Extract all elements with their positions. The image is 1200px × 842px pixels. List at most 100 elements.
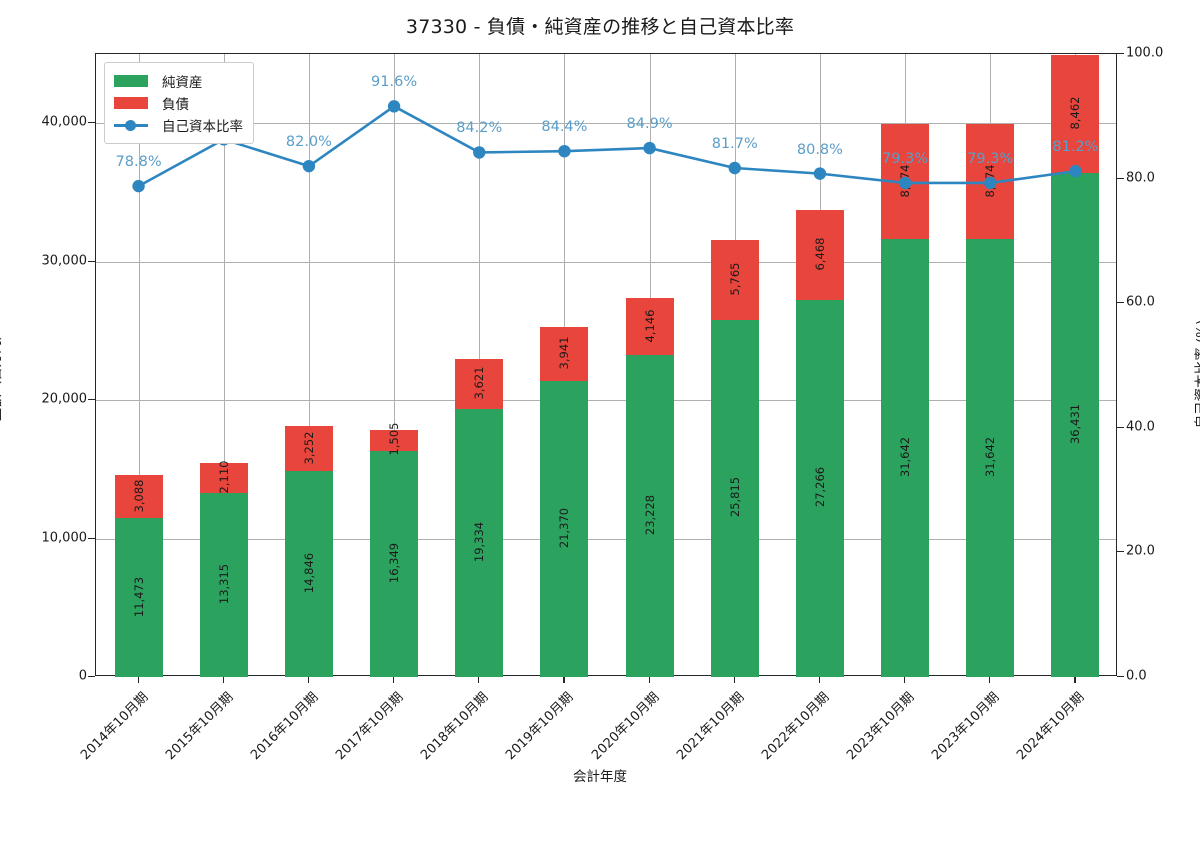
y-tick-label-left: 30,000 <box>41 253 88 269</box>
ratio-value-label: 84.9% <box>626 116 673 133</box>
legend-item-2[interactable]: 自己資本比率 <box>114 114 243 136</box>
x-tick-mark <box>1074 676 1076 683</box>
bar-value-label-equity: 25,815 <box>727 477 742 518</box>
ratio-value-label: 79.3% <box>882 150 929 167</box>
gridline-horizontal <box>96 261 1116 263</box>
y-tick-mark-left <box>88 399 95 401</box>
x-tick-mark <box>989 676 991 683</box>
legend-swatch-icon <box>114 97 148 109</box>
gridline-vertical <box>394 54 396 675</box>
x-tick-mark <box>648 676 650 683</box>
y-tick-mark-right <box>1117 426 1124 428</box>
x-tick-mark <box>137 676 139 683</box>
y-tick-label-right: 60.0 <box>1126 294 1155 310</box>
legend-label: 負債 <box>162 97 189 113</box>
bar-segment-equity[interactable] <box>284 471 333 677</box>
y-tick-mark-left <box>88 122 95 124</box>
gridline-vertical <box>138 54 140 675</box>
y-axis-label-left: 金額（百万円） <box>0 326 4 422</box>
bar-value-label-equity: 31,642 <box>983 436 998 478</box>
bar-segment-equity[interactable] <box>455 409 504 677</box>
bar-value-label-equity: 14,846 <box>301 553 316 594</box>
x-tick-mark <box>307 676 309 683</box>
bar-segment-equity[interactable] <box>199 492 248 677</box>
y-tick-label-right: 100.0 <box>1126 45 1164 61</box>
x-tick-mark <box>733 676 735 683</box>
bar-segment-liability[interactable] <box>795 209 844 300</box>
bar-value-label-liability: 3,252 <box>301 431 316 465</box>
gridline-vertical <box>308 54 310 675</box>
plot-area: 11,473 3,088 13,315 2,110 14,846 3,252 16,349 1… <box>95 53 1117 677</box>
legend-line-marker-icon <box>114 118 148 132</box>
x-tick-mark <box>818 676 820 683</box>
gridline-vertical <box>223 54 225 675</box>
bar-value-label-equity: 16,349 <box>387 542 402 583</box>
chart-figure: 37330 - 負債・純資産の推移と自己資本比率 金額（百万円） 自己資本比率 … <box>0 16 1200 785</box>
bar-value-label-liability: 5,765 <box>727 262 742 296</box>
bar-segment-liability[interactable] <box>370 429 419 451</box>
bar-value-label-liability: 8,274 <box>983 164 998 198</box>
bar-segment-equity[interactable] <box>540 381 589 677</box>
bar-segment-liability[interactable] <box>284 426 333 472</box>
y-tick-mark-right <box>1117 676 1124 678</box>
bar-segment-liability[interactable] <box>199 463 248 493</box>
bar-value-label-equity: 19,334 <box>472 522 487 563</box>
ratio-value-label: 79.3% <box>967 150 1014 167</box>
x-tick-mark <box>904 676 906 683</box>
bar-segment-liability[interactable] <box>625 298 674 356</box>
bar-segment-equity[interactable] <box>625 355 674 677</box>
bar-segment-equity[interactable] <box>881 238 930 677</box>
bar-segment-equity[interactable] <box>1051 172 1100 677</box>
ratio-value-label: 78.8% <box>115 154 162 171</box>
bar-value-label-liability: 3,621 <box>472 366 487 400</box>
x-tick-mark <box>393 676 395 683</box>
x-tick-mark <box>563 676 565 683</box>
legend-swatch-icon <box>114 75 148 87</box>
ratio-value-label: 91.6% <box>371 74 418 91</box>
legend-item-1[interactable]: 負債 <box>114 92 243 114</box>
legend-item-0[interactable]: 純資産 <box>114 70 243 92</box>
bar-value-label-equity: 13,315 <box>216 563 231 604</box>
y-tick-mark-right <box>1117 551 1124 553</box>
bar-value-label-liability: 8,274 <box>898 164 913 198</box>
y-tick-label-left: 40,000 <box>41 114 88 130</box>
ratio-value-label: 81.2% <box>1052 139 1099 156</box>
y-tick-label-right: 20.0 <box>1126 543 1155 559</box>
gridline-horizontal <box>96 400 1116 402</box>
bar-segment-liability[interactable] <box>114 475 163 519</box>
bar-value-label-liability: 3,088 <box>131 479 146 513</box>
ratio-value-label: 84.4% <box>541 119 588 136</box>
y-tick-mark-right <box>1117 177 1124 179</box>
x-tick-mark <box>478 676 480 683</box>
y-tick-label-left: 20,000 <box>41 391 88 407</box>
ratio-value-label: 82.0% <box>285 134 332 151</box>
bar-value-label-equity: 23,228 <box>642 495 657 536</box>
bar-segment-equity[interactable] <box>370 450 419 677</box>
bar-value-label-equity: 27,266 <box>812 467 827 508</box>
bar-segment-equity[interactable] <box>795 299 844 677</box>
chart-legend: 純資産負債 自己資本比率 <box>104 62 254 144</box>
y-tick-label-left: 0 <box>78 668 87 684</box>
bar-segment-equity[interactable] <box>966 238 1015 677</box>
bar-segment-equity[interactable] <box>114 518 163 677</box>
ratio-polyline <box>137 105 1077 188</box>
bar-segment-liability[interactable] <box>455 359 504 410</box>
bar-segment-liability[interactable] <box>540 326 589 382</box>
bar-value-label-liability: 2,110 <box>216 460 231 494</box>
bar-segment-liability[interactable] <box>710 239 759 320</box>
bar-value-label-equity: 31,642 <box>898 436 913 478</box>
legend-dot-icon <box>125 119 136 131</box>
bar-value-label-liability: 6,468 <box>812 237 827 271</box>
bar-segment-equity[interactable] <box>710 319 759 677</box>
bar-value-label-liability: 3,941 <box>557 336 572 370</box>
y-tick-mark-right <box>1117 53 1124 55</box>
bar-value-label-liability: 4,146 <box>642 309 657 343</box>
y-tick-label-right: 80.0 <box>1126 170 1155 186</box>
y-tick-label-right: 0.0 <box>1126 668 1147 684</box>
y-tick-mark-left <box>88 676 95 678</box>
y-tick-label-left: 10,000 <box>41 530 88 546</box>
bar-value-label-equity: 21,370 <box>557 507 572 549</box>
ratio-markers <box>132 100 1082 193</box>
bar-value-label-liability: 1,505 <box>387 422 402 456</box>
x-axis-label: 会計年度 <box>573 769 627 785</box>
